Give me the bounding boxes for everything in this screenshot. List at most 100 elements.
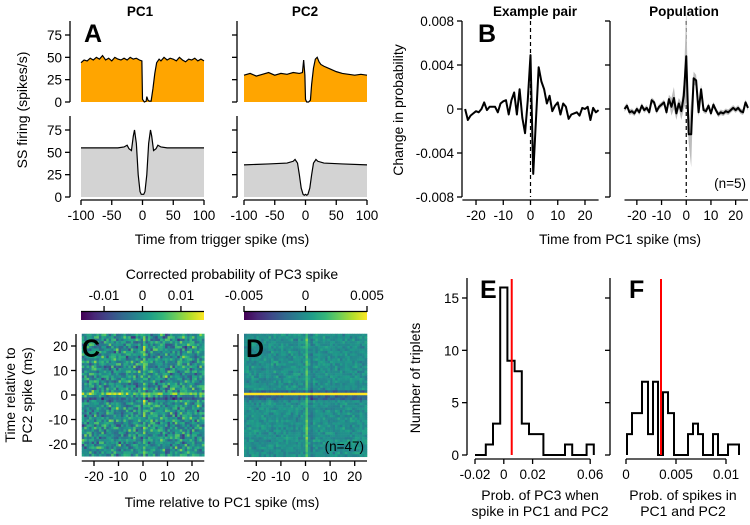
heatmap-cell <box>312 439 316 443</box>
heatmap-cell <box>322 392 326 396</box>
heatmap-cell <box>305 441 309 445</box>
heatmap-cell <box>327 400 331 403</box>
heatmap-cell <box>189 429 193 433</box>
heatmap-cell <box>201 365 205 369</box>
heatmap-cell <box>120 436 124 440</box>
heatmap-cell <box>199 350 203 354</box>
heatmap-cell <box>357 373 360 376</box>
heatmap-cell <box>187 444 190 447</box>
heatmap-cell <box>339 387 343 391</box>
heatmap-cell <box>169 446 173 450</box>
heatmap-cell <box>111 402 114 406</box>
heatmap-cell <box>174 385 178 388</box>
heatmap-cell <box>310 382 314 386</box>
heatmap-cell <box>184 365 188 369</box>
heatmap-cell <box>106 360 109 364</box>
heatmap-cell <box>332 405 336 408</box>
y-tick-label: 75 <box>47 28 62 43</box>
heatmap-cell <box>177 414 181 418</box>
heatmap-cell <box>278 434 282 438</box>
heatmap-cell <box>347 333 351 337</box>
heatmap-cell <box>162 382 166 386</box>
heatmap-cell <box>128 446 132 450</box>
heatmap-cell <box>288 368 292 371</box>
heatmap-cell <box>354 439 358 443</box>
heatmap-cell <box>194 397 198 401</box>
heatmap-cell <box>179 421 183 425</box>
heatmap-cell <box>273 348 277 352</box>
heatmap-cell <box>344 355 348 359</box>
heatmap-cell <box>266 353 269 357</box>
heatmap-cell <box>128 392 132 396</box>
heatmap-cell <box>352 338 355 342</box>
heatmap-cell <box>155 355 158 359</box>
heatmap-cell <box>295 382 299 386</box>
heatmap-cell <box>199 446 203 450</box>
heatmap-cell <box>143 404 146 408</box>
heatmap-cell <box>300 387 304 391</box>
heatmap-cell <box>288 348 292 352</box>
heatmap-cell <box>275 346 279 349</box>
heatmap-cell <box>184 412 188 415</box>
heatmap-cell <box>98 370 102 374</box>
heatmap-cell <box>364 387 368 391</box>
heatmap-cell <box>312 382 316 386</box>
heatmap-cell <box>128 341 132 344</box>
heatmap-cell <box>192 375 195 379</box>
heatmap-cell <box>123 355 127 359</box>
heatmap-cell <box>152 390 156 393</box>
heatmap-cell <box>293 410 296 413</box>
heatmap-cell <box>145 365 149 369</box>
heatmap-cell <box>332 410 336 413</box>
heatmap-cell <box>133 338 136 342</box>
heatmap-cell <box>84 341 87 344</box>
heatmap-cell <box>359 336 363 339</box>
heatmap-cell <box>300 350 304 354</box>
heatmap-cell <box>162 392 166 396</box>
heatmap-cell <box>263 348 267 352</box>
heatmap-cell <box>135 363 139 366</box>
heatmap-cell <box>155 421 158 425</box>
heatmap-cell <box>288 343 292 347</box>
heatmap-cell <box>362 358 365 362</box>
heatmap-cell <box>116 434 119 437</box>
heatmap-cell <box>113 392 117 396</box>
heatmap-cell <box>290 355 294 359</box>
heatmap-cell <box>290 439 294 443</box>
heatmap-cell <box>288 437 292 440</box>
heatmap-cell <box>101 448 105 452</box>
heatmap-cell <box>155 431 158 435</box>
heatmap-cell <box>96 375 100 379</box>
heatmap-cell <box>256 424 260 428</box>
heatmap-cell <box>344 419 348 423</box>
heatmap-cell <box>344 444 348 448</box>
heatmap-cell <box>125 439 129 442</box>
heatmap-cell <box>327 395 331 399</box>
heatmap-cell <box>305 353 309 357</box>
heatmap-cell <box>165 414 168 418</box>
heatmap-cell <box>312 370 316 374</box>
heatmap-cell <box>174 414 178 418</box>
heatmap-cell <box>253 358 257 362</box>
heatmap-cell <box>101 346 105 349</box>
heatmap-cell <box>152 380 156 384</box>
heatmap-cell <box>128 409 132 413</box>
heatmap-cell <box>84 380 87 384</box>
heatmap-cell <box>172 353 176 357</box>
heatmap-cell <box>283 375 287 379</box>
heatmap-cell <box>196 380 200 384</box>
heatmap-cell <box>174 392 178 396</box>
heatmap-cell <box>315 387 319 391</box>
heatmap-cell <box>335 378 338 381</box>
heatmap-cell <box>199 348 203 352</box>
heatmap-cell <box>320 370 324 374</box>
heatmap-cell <box>196 343 200 347</box>
heatmap-cell <box>322 429 326 433</box>
heatmap-cell <box>86 346 90 349</box>
heatmap-cell <box>167 436 171 440</box>
heatmap-cell <box>342 427 346 430</box>
heatmap-cell <box>268 385 272 389</box>
heatmap-cell <box>248 346 252 349</box>
heatmap-cell <box>155 390 158 393</box>
heatmap-cell <box>275 333 279 337</box>
